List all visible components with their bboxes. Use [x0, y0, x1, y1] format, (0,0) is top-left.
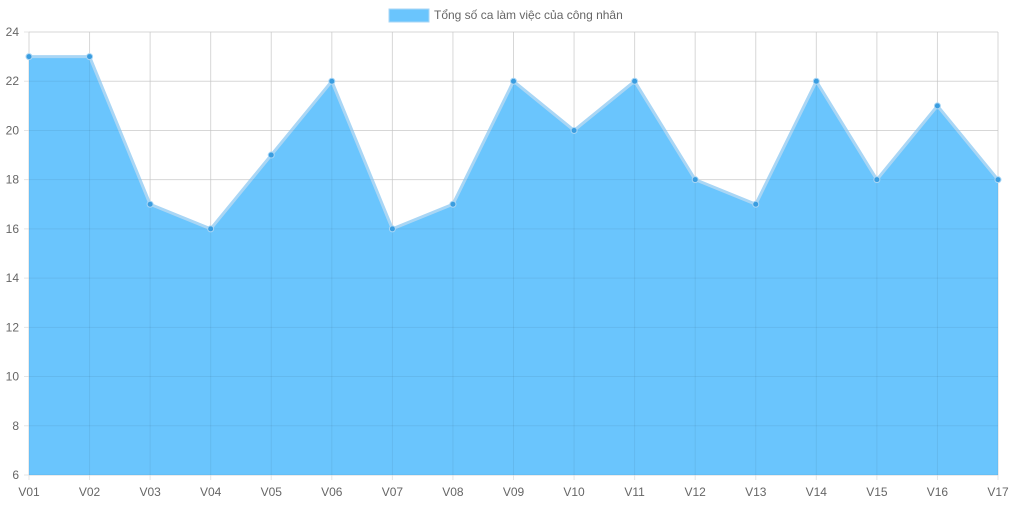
x-tick-label: V09: [503, 485, 525, 499]
y-tick-label: 6: [12, 468, 19, 482]
y-axis-ticks: 6 8 10 12 14 16 18 20 22 24: [6, 25, 20, 482]
data-point-v14[interactable]: [812, 77, 820, 85]
data-point-v17[interactable]: [994, 176, 1002, 184]
y-tick-label: 14: [6, 271, 20, 285]
data-point-v03[interactable]: [146, 200, 154, 208]
x-tick-label: V17: [987, 485, 1009, 499]
data-point-v11[interactable]: [631, 77, 639, 85]
data-point-v01[interactable]: [25, 53, 33, 61]
x-tick-label: V10: [563, 485, 585, 499]
x-tick-label: V14: [806, 485, 828, 499]
x-tick-label: V02: [79, 485, 101, 499]
x-tick-label: V11: [624, 485, 645, 499]
data-point-v08[interactable]: [449, 200, 457, 208]
x-tick-label: V15: [866, 485, 888, 499]
y-tick-label: 16: [6, 222, 20, 236]
x-tick-label: V03: [139, 485, 161, 499]
y-tick-label: 24: [6, 25, 20, 39]
x-axis-ticks: V01 V02 V03 V04 V05 V06 V07 V08 V09 V10 V11 V12 V13 V…: [18, 485, 1009, 499]
data-point-v12[interactable]: [691, 176, 699, 184]
data-point-v15[interactable]: [873, 176, 881, 184]
x-tick-label: V13: [745, 485, 767, 499]
x-tick-label: V06: [321, 485, 343, 499]
y-tick-label: 10: [6, 370, 20, 384]
x-tick-label: V04: [200, 485, 222, 499]
data-point-v04[interactable]: [207, 225, 215, 233]
data-point-v10[interactable]: [570, 126, 578, 134]
chart-legend[interactable]: Tổng số ca làm việc của công nhân: [388, 8, 623, 23]
x-tick-label: V05: [261, 485, 283, 499]
series-points: [25, 53, 1002, 233]
data-point-v13[interactable]: [752, 200, 760, 208]
data-point-v09[interactable]: [510, 77, 517, 85]
legend-swatch: [388, 8, 430, 23]
data-point-v05[interactable]: [267, 151, 275, 159]
x-tick-label: V12: [685, 485, 707, 499]
data-point-v02[interactable]: [86, 53, 94, 61]
x-tick-label: V08: [442, 485, 464, 499]
x-tick-label: V07: [382, 485, 404, 499]
y-tick-label: 22: [6, 74, 20, 88]
area-fill: [29, 56, 998, 475]
y-tick-label: 20: [6, 123, 20, 137]
y-tick-label: 8: [12, 419, 19, 433]
data-point-v07[interactable]: [388, 225, 396, 233]
data-point-v06[interactable]: [328, 77, 336, 85]
data-point-v16[interactable]: [933, 102, 941, 110]
series-area: [28, 31, 1000, 476]
y-tick-label: 18: [6, 173, 20, 187]
y-tick-label: 12: [6, 320, 20, 334]
x-tick-label: V16: [927, 485, 949, 499]
x-tick-label: V01: [18, 485, 40, 499]
legend-label: Tổng số ca làm việc của công nhân: [434, 8, 623, 22]
